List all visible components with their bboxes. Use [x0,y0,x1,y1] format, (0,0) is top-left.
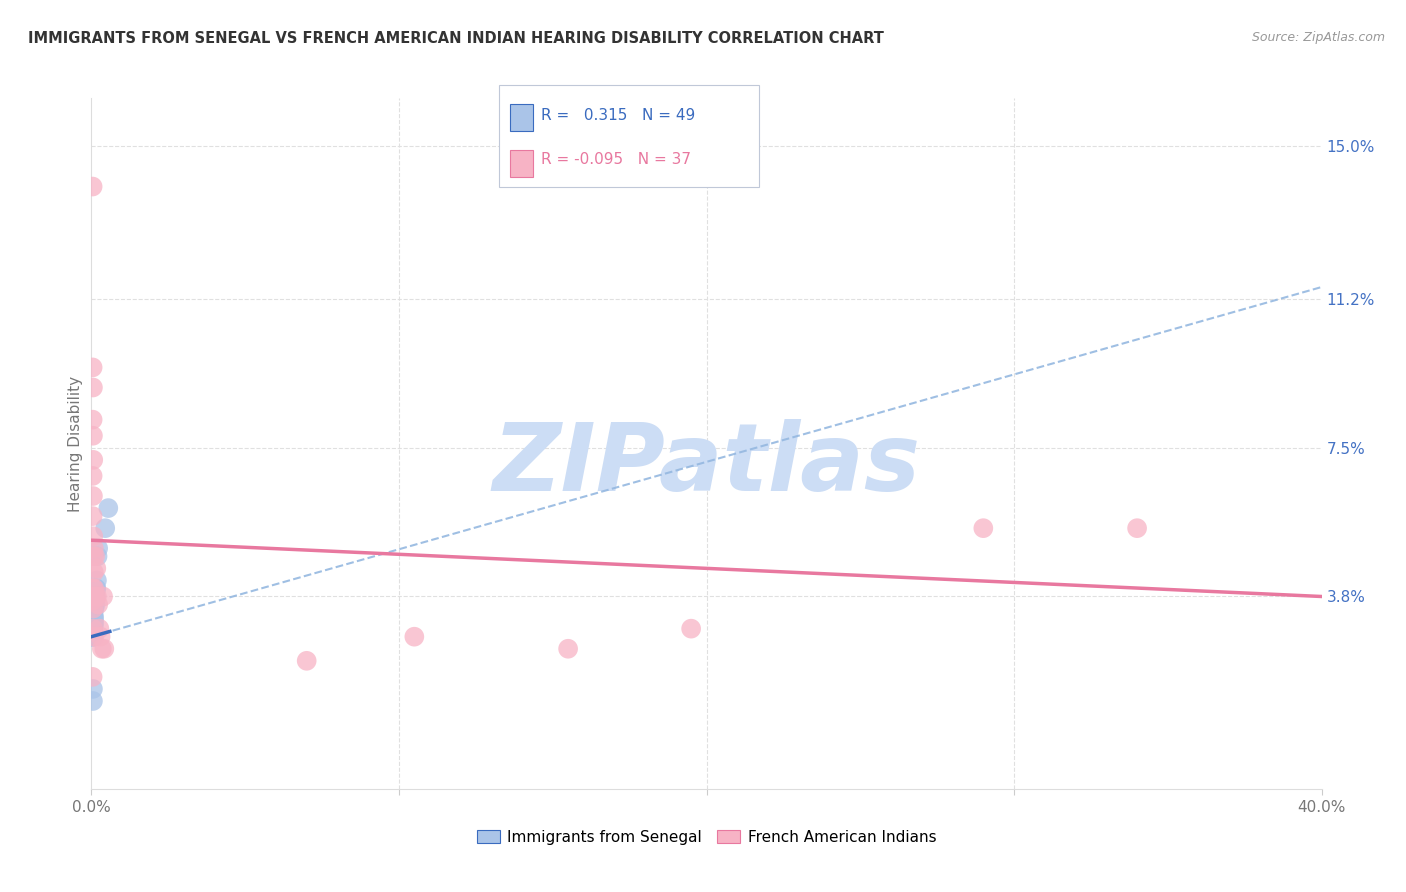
Point [82,622,104,636]
Text: ZIPatlas: ZIPatlas [492,418,921,510]
Point [86,549,108,564]
Point [84,590,107,604]
Point [82,625,104,640]
Point [82,625,104,640]
Point [84,590,107,604]
Point [97,501,120,516]
Point [82,617,104,632]
Point [82,593,104,607]
Point [82,622,104,636]
Point [82,428,104,442]
Point [90,641,112,656]
Point [82,617,104,632]
Point [82,670,104,684]
Point [82,614,104,628]
Point [83,541,105,556]
Point [83,601,105,615]
Point [82,622,104,636]
Point [82,622,104,636]
Point [82,590,104,604]
Point [82,179,104,194]
Point [83,609,105,624]
Point [82,614,104,628]
Point [82,622,104,636]
Y-axis label: Hearing Disability: Hearing Disability [67,376,83,512]
Point [82,630,104,644]
Point [82,617,104,632]
Point [82,622,104,636]
Point [87,541,110,556]
Point [82,614,104,628]
Point [82,360,104,375]
Legend: Immigrants from Senegal, French American Indians: Immigrants from Senegal, French American… [471,823,942,851]
Point [86,582,108,596]
Point [82,601,104,615]
Point [83,614,105,628]
Point [82,380,104,394]
Point [681,622,703,636]
Point [82,453,104,467]
Point [89,622,111,636]
Point [972,521,994,535]
Point [82,606,104,620]
Point [84,582,107,596]
Point [82,609,104,624]
Point [82,549,104,564]
Point [83,582,105,596]
Point [83,590,105,604]
Point [82,412,104,426]
Point [82,489,104,503]
Point [86,574,108,588]
Point [84,590,107,604]
Point [295,654,318,668]
Point [82,509,104,524]
Point [82,598,104,612]
Point [82,625,104,640]
Point [82,630,104,644]
Point [1126,521,1149,535]
Text: Source: ZipAtlas.com: Source: ZipAtlas.com [1251,31,1385,45]
Point [82,529,104,543]
Point [82,681,104,696]
Point [93,641,115,656]
Point [82,625,104,640]
Point [82,469,104,483]
Point [94,521,117,535]
Point [90,630,112,644]
Point [82,614,104,628]
Point [82,622,104,636]
Point [404,630,426,644]
Point [91,590,114,604]
Point [83,598,105,612]
Point [83,566,105,580]
Point [82,622,104,636]
Point [83,630,105,644]
Point [82,609,104,624]
Point [82,630,104,644]
Point [87,598,110,612]
Point [82,601,104,615]
Point [82,694,104,708]
Point [84,549,107,564]
Point [84,590,107,604]
Point [86,561,108,575]
Point [86,590,108,604]
Point [83,617,105,632]
Text: IMMIGRANTS FROM SENEGAL VS FRENCH AMERICAN INDIAN HEARING DISABILITY CORRELATION: IMMIGRANTS FROM SENEGAL VS FRENCH AMERIC… [28,31,884,46]
Point [84,598,107,612]
Point [82,606,104,620]
Text: R =   0.315   N = 49: R = 0.315 N = 49 [541,108,696,123]
Text: R = -0.095   N = 37: R = -0.095 N = 37 [541,153,692,167]
Point [82,617,104,632]
Point [82,617,104,632]
Point [82,582,104,596]
Point [82,609,104,624]
Point [557,641,579,656]
